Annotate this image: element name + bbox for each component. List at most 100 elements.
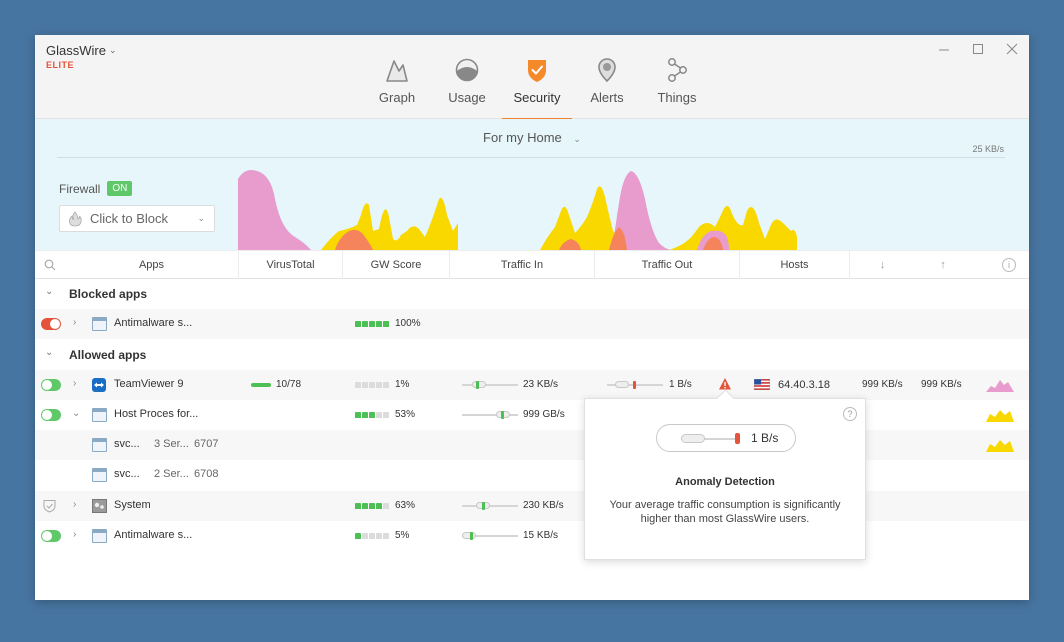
table-row[interactable]: › Antimalware s... 5% 15 KB/s [35, 521, 1029, 551]
chevron-down-icon: ⌄ [197, 213, 205, 223]
section-title: Allowed apps [69, 348, 147, 362]
window-app-icon [92, 529, 107, 543]
table-row[interactable]: › TeamViewer 9 10/78 1% 23 KB/s 1 B/s [35, 370, 1029, 400]
traffic-chart [238, 170, 797, 250]
traffic-rate-pill: 1 B/s [656, 424, 796, 452]
close-icon [1006, 43, 1018, 55]
app-toggle[interactable] [41, 409, 61, 421]
profile-label: For my Home [483, 130, 562, 145]
chevron-right-icon[interactable]: › [73, 529, 77, 540]
traffic-graph-area: For my Home ⌄ 25 KB/s Firewall ON [35, 119, 1029, 250]
scale-label: 25 KB/s [972, 144, 1004, 154]
chevron-right-icon[interactable]: › [73, 317, 77, 328]
section-blocked[interactable]: ⌄ Blocked apps [35, 279, 1029, 309]
gw-score-value: 63% [395, 500, 416, 511]
app-name: Host Proces for... [114, 408, 199, 420]
app-toggle[interactable] [41, 318, 61, 330]
traffic-sparkline [986, 380, 1014, 392]
things-icon [668, 58, 687, 82]
process-id: 6708 [194, 468, 219, 480]
table-row[interactable]: ⌄ Host Proces for... 53% 999 GB/s [35, 400, 1029, 430]
tab-label: Security [513, 90, 561, 105]
table-row[interactable]: svc... 2 Ser... 6708 [35, 460, 1029, 490]
traffic-in-slider [462, 381, 518, 389]
tab-security[interactable]: Security [502, 35, 572, 120]
virustotal-value[interactable]: 10/78 [276, 379, 302, 390]
profile-selector[interactable]: For my Home ⌄ [35, 130, 1029, 145]
traffic-in-rate: 23 KB/s [523, 379, 559, 390]
help-icon[interactable]: ? [843, 407, 857, 421]
edition-badge: ELITE [46, 60, 75, 70]
traffic-in-slider [462, 532, 518, 540]
column-download[interactable]: ↓ [879, 259, 886, 271]
tab-label: Graph [378, 90, 416, 105]
chevron-right-icon[interactable]: › [73, 499, 77, 510]
alerts-icon [598, 58, 616, 83]
brand-name[interactable]: GlassWire ⌄ [46, 43, 117, 58]
app-name: TeamViewer 9 [114, 378, 184, 390]
brand[interactable]: GlassWire ⌄ ELITE [46, 43, 117, 70]
column-upload[interactable]: ↑ [940, 259, 946, 271]
rate-value: 1 B/s [751, 431, 779, 445]
download-rate: 999 KB/s [862, 379, 903, 390]
search-icon[interactable] [44, 259, 56, 271]
tab-things[interactable]: Things [642, 35, 712, 119]
traffic-sparkline [986, 410, 1014, 422]
host-address[interactable]: 64.40.3.18 [778, 379, 830, 391]
process-id: 6707 [194, 438, 219, 450]
shield-icon[interactable] [43, 499, 56, 513]
warning-icon[interactable] [718, 377, 732, 391]
click-to-block-dropdown[interactable]: Click to Block ⌄ [59, 205, 215, 232]
column-virustotal[interactable]: VirusTotal [239, 251, 343, 279]
info-icon[interactable]: i [1002, 258, 1016, 272]
column-traffic-out[interactable]: Traffic Out [595, 251, 740, 279]
shield-icon [528, 60, 546, 82]
tab-usage[interactable]: Usage [432, 35, 502, 119]
gw-score-dots [355, 412, 389, 418]
minimize-icon [939, 49, 949, 51]
firewall-label: Firewall [59, 181, 101, 196]
tab-label: Things [657, 90, 697, 105]
anomaly-popover: ? 1 B/s Anomaly Detection Your average t… [584, 398, 866, 560]
chevron-down-icon: ⌄ [108, 45, 117, 55]
table-row[interactable]: svc... 3 Ser... 6707 [35, 430, 1029, 460]
tab-label: Alerts [590, 90, 624, 105]
column-apps[interactable]: Apps [65, 251, 239, 279]
traffic-in-slider [462, 411, 518, 419]
app-name: Antimalware s... [114, 317, 193, 329]
tab-graph[interactable]: Graph [362, 35, 432, 119]
section-allowed[interactable]: ⌄ Allowed apps [35, 340, 1029, 370]
dropdown-label: Click to Block [90, 211, 169, 226]
table-row[interactable]: › Antimalware s... 100% [35, 309, 1029, 339]
column-gw-score[interactable]: GW Score [343, 251, 450, 279]
service-name: svc... [114, 468, 140, 480]
traffic-in-rate: 999 GB/s [523, 409, 565, 420]
window-app-icon [92, 317, 107, 331]
chevron-right-icon[interactable]: › [73, 378, 77, 389]
chevron-down-icon[interactable]: ⌄ [72, 408, 81, 419]
tab-alerts[interactable]: Alerts [572, 35, 642, 119]
app-toggle[interactable] [41, 530, 61, 542]
maximize-button[interactable] [967, 41, 989, 59]
firewall-toggle[interactable]: ON [107, 181, 133, 196]
teamviewer-icon [92, 378, 106, 392]
window-app-icon [92, 408, 107, 422]
service-count: 2 Ser... [154, 468, 189, 480]
us-flag-icon [754, 379, 770, 390]
gw-score-dots [355, 382, 389, 388]
app-toggle[interactable] [41, 379, 61, 391]
minimize-button[interactable] [933, 41, 955, 59]
close-button[interactable] [1001, 41, 1023, 59]
scale-line [57, 157, 1005, 158]
column-hosts[interactable]: Hosts [740, 251, 850, 279]
traffic-out-slider [607, 381, 663, 389]
maximize-icon [973, 44, 983, 54]
column-traffic-in[interactable]: Traffic In [450, 251, 595, 279]
gw-score-value: 1% [395, 379, 410, 390]
virustotal-bar [251, 383, 271, 387]
app-name: System [114, 499, 151, 511]
table-row[interactable]: › System 63% 230 KB/s [35, 491, 1029, 521]
window-app-icon [92, 438, 107, 452]
main-nav: Graph Usage Security [362, 35, 712, 120]
traffic-out-rate: 1 B/s [669, 379, 692, 390]
